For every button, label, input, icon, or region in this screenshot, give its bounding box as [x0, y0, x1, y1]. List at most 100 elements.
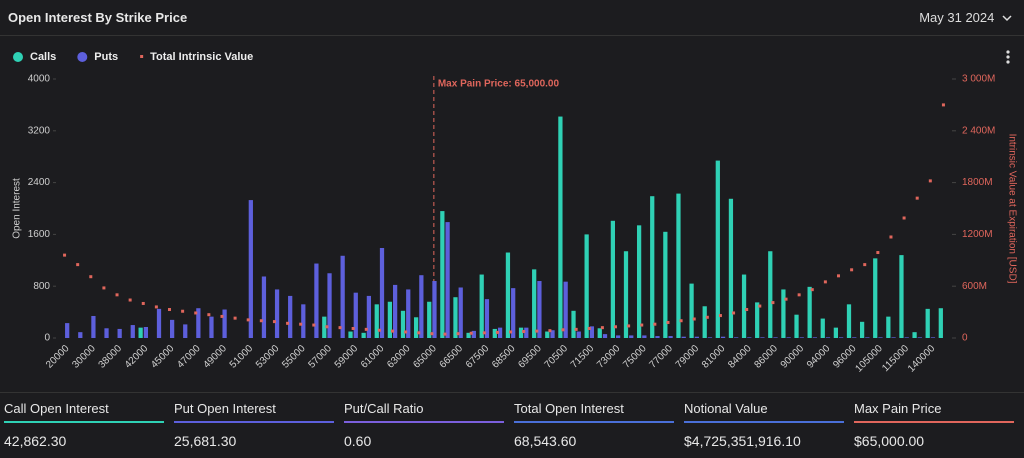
bar	[747, 337, 752, 338]
bar	[400, 310, 406, 338]
point	[784, 297, 788, 301]
date-picker[interactable]: May 31 2024	[919, 10, 1012, 25]
point	[561, 328, 565, 332]
bar	[532, 269, 537, 338]
bar	[734, 337, 739, 338]
x-tick-label: 94000	[805, 343, 833, 371]
bar	[143, 326, 149, 338]
bar	[899, 255, 904, 338]
stat-value: $65,000.00	[854, 433, 925, 449]
x-tick-label: 79000	[674, 343, 702, 371]
x-tick-label: 67500	[464, 343, 492, 371]
legend-marker	[13, 52, 23, 62]
point	[653, 322, 657, 326]
bar	[760, 337, 765, 338]
bar	[655, 336, 660, 338]
point	[902, 216, 906, 220]
point	[286, 321, 290, 325]
bar	[288, 295, 293, 338]
bar	[518, 327, 524, 338]
point	[456, 332, 460, 336]
bar	[602, 334, 608, 338]
stat-label: Total Open Interest	[514, 393, 674, 423]
y-tick-label: 2400	[28, 177, 51, 188]
bar	[563, 281, 568, 338]
bar	[322, 316, 327, 338]
point	[495, 330, 499, 334]
bar	[348, 331, 353, 338]
point	[76, 263, 80, 267]
bar	[865, 337, 870, 338]
bar	[432, 281, 437, 338]
x-tick-label: 84000	[726, 343, 754, 371]
bar	[681, 336, 686, 338]
point	[823, 280, 827, 284]
point	[627, 324, 631, 328]
bar	[799, 337, 804, 338]
point	[168, 308, 171, 312]
bar	[209, 316, 214, 338]
y-tick-label: 4000	[28, 74, 51, 85]
x-tick-label: 105000	[853, 343, 885, 375]
point	[889, 235, 893, 239]
point	[509, 330, 513, 334]
point	[220, 314, 224, 318]
chart: Calls Puts Total Intrinsic Value 0 800 1600 24…	[12, 50, 1017, 375]
title: Open Interest By Strike Price	[8, 10, 188, 25]
point	[154, 305, 158, 309]
bar	[781, 289, 786, 338]
bar	[571, 310, 576, 338]
bar	[301, 304, 306, 338]
bar	[406, 289, 411, 338]
point	[640, 323, 644, 327]
bar	[930, 337, 936, 338]
bar	[387, 301, 392, 338]
point	[391, 329, 394, 333]
bar	[471, 330, 476, 338]
point	[181, 309, 185, 313]
bar	[427, 301, 432, 338]
bar	[545, 331, 550, 338]
x-tick-label: 55000	[280, 343, 308, 371]
bar	[904, 337, 909, 338]
x-tick-label: 70500	[543, 343, 571, 371]
point	[233, 316, 237, 320]
bar	[728, 198, 734, 338]
bar	[786, 337, 791, 338]
bar	[650, 196, 655, 338]
stat-value: 0.60	[344, 433, 372, 449]
bar	[755, 302, 760, 338]
bar	[445, 222, 450, 338]
point	[272, 320, 276, 324]
bar	[642, 335, 647, 338]
point	[377, 328, 381, 332]
bar	[156, 308, 162, 338]
point	[705, 315, 709, 319]
point	[745, 308, 749, 312]
y-axis-label: Open Interest	[12, 178, 23, 239]
menu-icon[interactable]	[1006, 50, 1010, 64]
point	[141, 301, 145, 305]
point	[338, 326, 342, 330]
bar	[379, 247, 385, 338]
stat-value: 42,862.30	[4, 433, 67, 449]
point	[600, 326, 604, 330]
x-tick-label: 47000	[175, 343, 203, 371]
stat-value: 68,543.60	[514, 433, 577, 449]
x-tick-label: 42000	[123, 343, 151, 371]
bar	[327, 273, 332, 338]
bar	[440, 211, 445, 338]
date[interactable]: May 31 2024	[919, 10, 995, 25]
chevron[interactable]	[1002, 14, 1012, 22]
y2-axis-label: Intrinsic Value at Expiration [USD]	[1006, 134, 1017, 284]
point	[587, 327, 591, 331]
point	[718, 314, 722, 318]
point	[194, 311, 198, 315]
point	[679, 319, 683, 323]
bar	[597, 328, 602, 338]
point	[758, 304, 762, 308]
x-tick-label: 90000	[779, 343, 807, 371]
max-pain-label: Max Pain Price: 65,000.00	[438, 79, 560, 90]
legend-marker	[140, 55, 144, 58]
